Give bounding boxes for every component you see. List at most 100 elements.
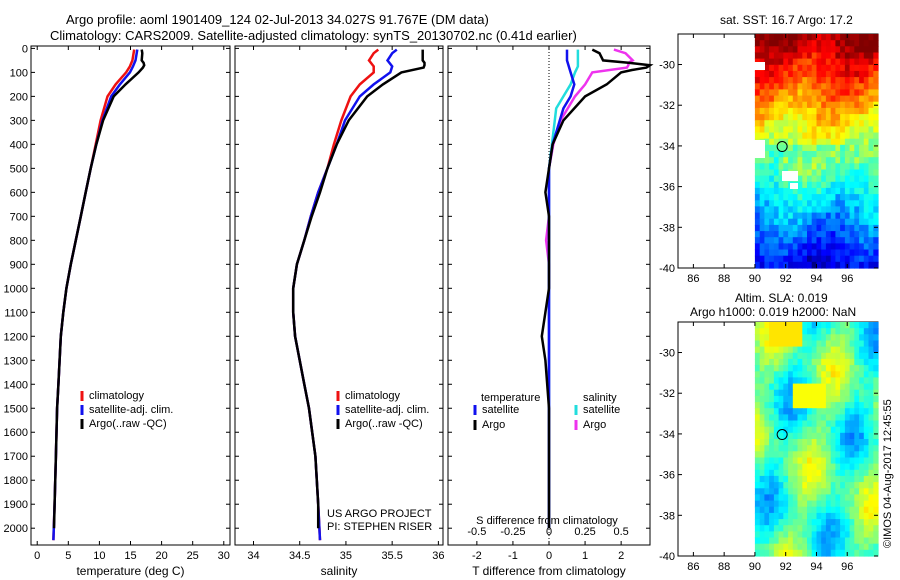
salinity-legend-label: climatology <box>345 390 401 402</box>
sst_map-field <box>754 34 879 269</box>
sst-map-cloud-mask <box>751 62 765 70</box>
figure-title-line2: Climatology: CARS2009. Satellite-adjuste… <box>50 28 577 43</box>
salinity-annotation: US ARGO PROJECT <box>327 508 432 520</box>
difference-xtick-label: 2 <box>618 550 624 562</box>
sla_map-xtick-label: 96 <box>841 561 853 573</box>
temperature-ytick-label: 0 <box>22 43 28 55</box>
sst-map-cloud-mask <box>782 171 798 181</box>
sst_map-xtick-label: 96 <box>841 273 853 285</box>
temperature-xtick-label: 10 <box>93 550 105 562</box>
sla_map-ytick-label: -30 <box>659 348 675 360</box>
difference-legend-label: satellite <box>482 404 519 416</box>
sst_map-ytick-label: -34 <box>659 141 675 153</box>
sla_map-ytick-label: -40 <box>659 551 675 563</box>
temperature-ytick-label: 700 <box>10 211 28 223</box>
temperature-ytick-label: 1500 <box>4 403 28 415</box>
salinity-xtick-label: 36 <box>432 550 444 562</box>
temperature-legend-label: climatology <box>89 390 145 402</box>
difference-top-xtick-label: 0.25 <box>574 526 595 538</box>
difference-top-xtick-label: 0 <box>546 526 552 538</box>
temperature-ytick-label: 800 <box>10 235 28 247</box>
difference-line-temperature-argo <box>540 48 654 529</box>
difference-xtick-label: -2 <box>472 550 482 562</box>
salinity-xlabel: salinity <box>321 564 358 578</box>
temperature-ytick-label: 300 <box>10 115 28 127</box>
temperature-ytick-label: 1400 <box>4 379 28 391</box>
temperature-xtick-label: 20 <box>155 550 167 562</box>
temperature-xlabel: temperature (deg C) <box>76 564 184 578</box>
sla_map-xtick-label: 90 <box>749 561 761 573</box>
temperature-axes-frame <box>30 45 231 546</box>
salinity-xtick-label: 34 <box>247 550 259 562</box>
temperature-ytick-label: 500 <box>10 163 28 175</box>
difference-xtick-label: 1 <box>582 550 588 562</box>
sst-map-cloud-mask <box>790 183 798 189</box>
sst-map-title: sat. SST: 16.7 Argo: 17.2 <box>720 13 853 27</box>
temperature-ytick-label: 600 <box>10 187 28 199</box>
sst_map-argo-marker <box>776 141 788 153</box>
salinity-annotation: PI: STEPHEN RISER <box>327 521 432 533</box>
sst_map-ytick-label: -30 <box>659 60 675 72</box>
sst_map-xtick-label: 90 <box>749 273 761 285</box>
sla_map-ytick-label: -38 <box>659 510 675 522</box>
difference-top-xtick-label: -0.25 <box>500 526 525 538</box>
temperature-xtick-label: 5 <box>65 550 71 562</box>
temperature-ytick-label: 1300 <box>4 355 28 367</box>
sst_map-ytick-label: -38 <box>659 222 675 234</box>
temperature-ytick-label: 1900 <box>4 499 28 511</box>
difference-legend-title-temperature: temperature <box>481 392 540 404</box>
salinity-axes-frame <box>234 45 444 546</box>
temperature-ytick-label: 1100 <box>4 307 28 319</box>
sla_map-xtick-label: 94 <box>810 561 822 573</box>
difference-xtick-label: 0 <box>546 550 552 562</box>
difference-legend-label: Argo <box>482 419 505 431</box>
salinity-xtick-label: 35 <box>340 550 352 562</box>
temperature-xtick-label: 15 <box>124 550 136 562</box>
sla_map-ytick-label: -34 <box>659 429 675 441</box>
sst-map-cloud-mask <box>751 140 765 158</box>
sst_map-ytick-label: -36 <box>659 182 675 194</box>
sst_map-xtick-label: 92 <box>780 273 792 285</box>
temperature-ytick-label: 1000 <box>4 283 28 295</box>
temperature-ytick-label: 1700 <box>4 451 28 463</box>
temperature-ytick-label: 900 <box>10 259 28 271</box>
difference-legend-label: Argo <box>583 419 606 431</box>
difference-xtick-label: -1 <box>508 550 518 562</box>
difference-top-xlabel: S difference from climatology <box>476 515 618 527</box>
temperature-ytick-label: 2000 <box>4 523 28 535</box>
salinity-xtick-label: 35.5 <box>381 550 402 562</box>
difference-xlabel: T difference from climatology <box>472 564 626 578</box>
sla-map-title-line1: Altim. SLA: 0.019 <box>735 291 828 305</box>
sla_map-ytick-label: -32 <box>659 388 675 400</box>
sst_map-xtick-label: 88 <box>718 273 730 285</box>
sla_map-xtick-label: 92 <box>780 561 792 573</box>
difference-legend-label: satellite <box>583 404 620 416</box>
difference-top-xtick-label: -0.5 <box>467 526 486 538</box>
difference-legend-title-salinity: salinity <box>583 392 617 404</box>
sla_map-argo-marker <box>776 429 788 441</box>
temperature-ytick-label: 1200 <box>4 331 28 343</box>
sla_map-xtick-label: 86 <box>687 561 699 573</box>
temperature-ytick-label: 200 <box>10 91 28 103</box>
sst_map-ytick-label: -40 <box>659 263 675 275</box>
sla_map-field <box>754 322 879 557</box>
salinity-legend-label: satellite-adj. clim. <box>345 404 429 416</box>
temperature-legend-label: satellite-adj. clim. <box>89 404 173 416</box>
temperature-xtick-label: 30 <box>218 550 230 562</box>
salinity-legend-label: Argo(..raw -QC) <box>345 418 423 430</box>
sst_map-ytick-label: -32 <box>659 100 675 112</box>
sla-map-title-line2: Argo h1000: 0.019 h2000: NaN <box>690 305 857 319</box>
difference-top-xtick-label: 0.5 <box>613 526 628 538</box>
temperature-ytick-label: 400 <box>10 139 28 151</box>
sla_map-ytick-label: -36 <box>659 470 675 482</box>
sla_map-xtick-label: 88 <box>718 561 730 573</box>
temperature-ytick-label: 1800 <box>4 475 28 487</box>
temperature-ytick-label: 100 <box>10 67 28 79</box>
sst_map-xtick-label: 86 <box>687 273 699 285</box>
figure-title-line1: Argo profile: aoml 1901409_124 02-Jul-20… <box>66 12 489 27</box>
temperature-line-argo <box>52 49 146 529</box>
temperature-legend-label: Argo(..raw -QC) <box>89 418 167 430</box>
temperature-ytick-label: 1600 <box>4 427 28 439</box>
temperature-xtick-label: 25 <box>187 550 199 562</box>
